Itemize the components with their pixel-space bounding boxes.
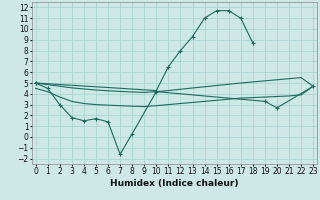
X-axis label: Humidex (Indice chaleur): Humidex (Indice chaleur) [110,179,239,188]
